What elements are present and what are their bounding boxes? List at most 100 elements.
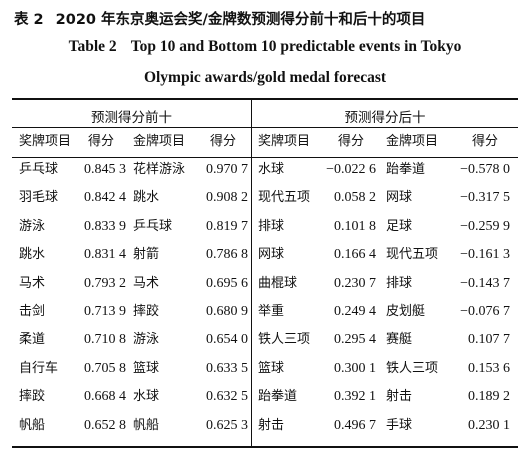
score-cell: 0.101 8 [334,219,376,234]
score-cell: 0.153 6 [468,361,510,376]
score-cell: 0.695 6 [206,276,248,291]
score-cell: 0.793 2 [84,276,126,291]
caption-zh-text: 2020 年东京奥运会奖/金牌数预测得分前十和后十的项目 [55,12,426,28]
event-cell: 花样游泳 [133,162,186,177]
event-cell: 足球 [386,219,413,234]
column-header: 得分 [472,134,499,149]
score-cell: −0.578 0 [460,162,510,177]
score-cell: 0.249 4 [334,304,376,319]
event-cell: 羽毛球 [19,190,59,205]
score-cell: 0.831 4 [84,247,126,262]
score-cell: −0.259 9 [460,219,510,234]
event-cell: 皮划艇 [386,304,426,319]
caption-english-line1: Table 2 Top 10 and Bottom 10 predictable … [0,38,530,56]
column-header: 奖牌项目 [19,134,72,149]
event-cell: 现代五项 [386,247,439,262]
event-cell: 帆船 [133,418,160,433]
event-cell: 跳水 [19,247,46,262]
score-cell: 0.189 2 [468,389,510,404]
event-cell: 射击 [258,418,285,433]
score-cell: 0.908 2 [206,190,248,205]
column-header: 金牌项目 [133,134,186,149]
event-cell: 摔跤 [133,304,160,319]
group-rule [12,127,518,128]
column-divider [251,100,252,446]
event-cell: 马术 [19,276,46,291]
score-cell: 0.300 1 [334,361,376,376]
caption-chinese: 表 2 2020 年东京奥运会奖/金牌数预测得分前十和后十的项目 [14,8,520,29]
event-cell: 篮球 [258,361,285,376]
score-cell: −0.076 7 [460,304,510,319]
score-cell: −0.143 7 [460,276,510,291]
score-cell: 0.230 7 [334,276,376,291]
caption-english-line2: Olympic awards/gold medal forecast [143,69,387,86]
event-cell: 铁人三项 [258,332,311,347]
header-rule [12,157,518,158]
event-cell: 跳水 [133,190,160,205]
score-cell: 0.654 0 [206,332,248,347]
column-header: 得分 [338,134,365,149]
event-cell: 网球 [386,190,413,205]
score-cell: 0.496 7 [334,418,376,433]
event-cell: 摔跤 [19,389,46,404]
score-cell: 0.166 4 [334,247,376,262]
event-cell: 网球 [258,247,285,262]
column-header: 得分 [88,134,115,149]
caption-en-number: Table 2 [68,38,117,55]
event-cell: 曲棍球 [258,276,298,291]
score-cell: 0.786 8 [206,247,248,262]
group-header-top10: 预测得分前十 [91,110,172,126]
score-cell: 0.710 8 [84,332,126,347]
score-cell: −0.161 3 [460,247,510,262]
score-cell: 0.230 1 [468,418,510,433]
event-cell: 篮球 [133,361,160,376]
event-cell: 帆船 [19,418,46,433]
score-cell: −0.317 5 [460,190,510,205]
score-cell: 0.107 7 [468,332,510,347]
event-cell: 马术 [133,276,160,291]
event-cell: 赛艇 [386,332,413,347]
score-cell: 0.705 8 [84,361,126,376]
caption-zh-number: 表 2 [14,12,44,28]
event-cell: 射击 [386,389,413,404]
event-cell: 游泳 [19,219,46,234]
event-cell: 水球 [133,389,160,404]
event-cell: 游泳 [133,332,160,347]
event-cell: 铁人三项 [386,361,439,376]
score-cell: 0.680 9 [206,304,248,319]
score-cell: 0.668 4 [84,389,126,404]
event-cell: 击剑 [19,304,46,319]
event-cell: 跆拳道 [258,389,298,404]
score-cell: 0.625 3 [206,418,248,433]
top-rule [12,98,518,100]
event-cell: 射箭 [133,247,160,262]
score-cell: 0.970 7 [206,162,248,177]
caption-en-line1: Top 10 and Bottom 10 predictable events … [130,38,462,55]
event-cell: 乒乓球 [19,162,59,177]
score-cell: 0.295 4 [334,332,376,347]
event-cell: 水球 [258,162,285,177]
group-header-bottom10: 预测得分后十 [344,110,426,126]
event-cell: 举重 [258,304,285,319]
event-cell: 手球 [386,418,413,433]
column-header: 奖牌项目 [258,134,311,149]
score-cell: 0.819 7 [206,219,248,234]
score-cell: 0.833 9 [84,219,126,234]
event-cell: 柔道 [19,332,46,347]
score-cell: 0.845 3 [84,162,126,177]
event-cell: 排球 [386,276,413,291]
score-cell: 0.713 9 [84,304,126,319]
score-cell: −0.022 6 [326,162,376,177]
event-cell: 排球 [258,219,285,234]
score-cell: 0.633 5 [206,361,248,376]
column-header: 金牌项目 [386,134,439,149]
bottom-rule [12,446,518,448]
column-header: 得分 [210,134,237,149]
score-cell: 0.058 2 [334,190,376,205]
event-cell: 现代五项 [258,190,311,205]
score-cell: 0.842 4 [84,190,126,205]
score-cell: 0.392 1 [334,389,376,404]
event-cell: 跆拳道 [386,162,426,177]
event-cell: 乒乓球 [133,219,173,234]
score-cell: 0.652 8 [84,418,126,433]
